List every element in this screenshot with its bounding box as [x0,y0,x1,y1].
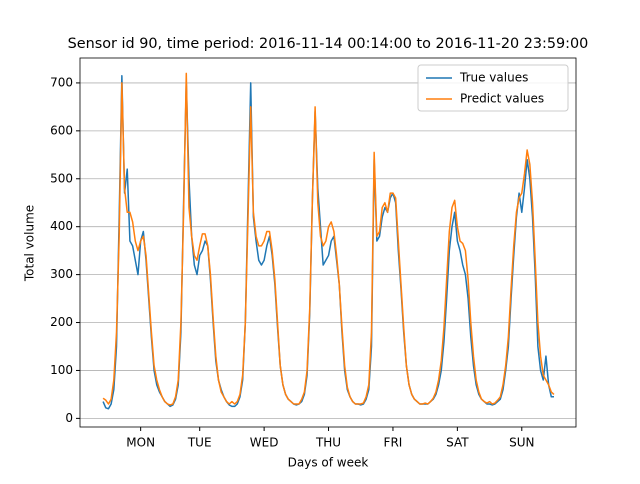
line-series [102,74,554,410]
legend-box [417,64,569,112]
legend-label: True values [459,71,528,85]
y-tick-label: 400 [50,219,73,233]
y-tick-label: 200 [50,315,73,329]
x-tick-label: FRI [384,436,403,450]
plot-frame [79,57,577,428]
x-tick-label: MON [126,436,155,450]
y-tick-label: 100 [50,363,73,377]
y-axis-label: Total volume [23,205,37,282]
chart-title: Sensor id 90, time period: 2016-11-14 00… [68,36,589,52]
y-tick-label: 700 [50,75,73,89]
x-axis-label: Days of week [288,456,369,470]
y-tick-label: 600 [50,123,73,137]
x-tick-label: SAT [446,436,469,450]
y-tick-label: 0 [65,411,73,425]
x-tick-label: THU [315,436,341,450]
y-tick-label: 300 [50,267,73,281]
y-tick-label: 500 [50,171,73,185]
legend-label: Predict values [460,92,544,106]
x-tick-label: TUE [187,436,212,450]
line-series [102,72,555,406]
x-tick-label: SUN [509,436,534,450]
x-tick-label: WED [250,436,279,450]
